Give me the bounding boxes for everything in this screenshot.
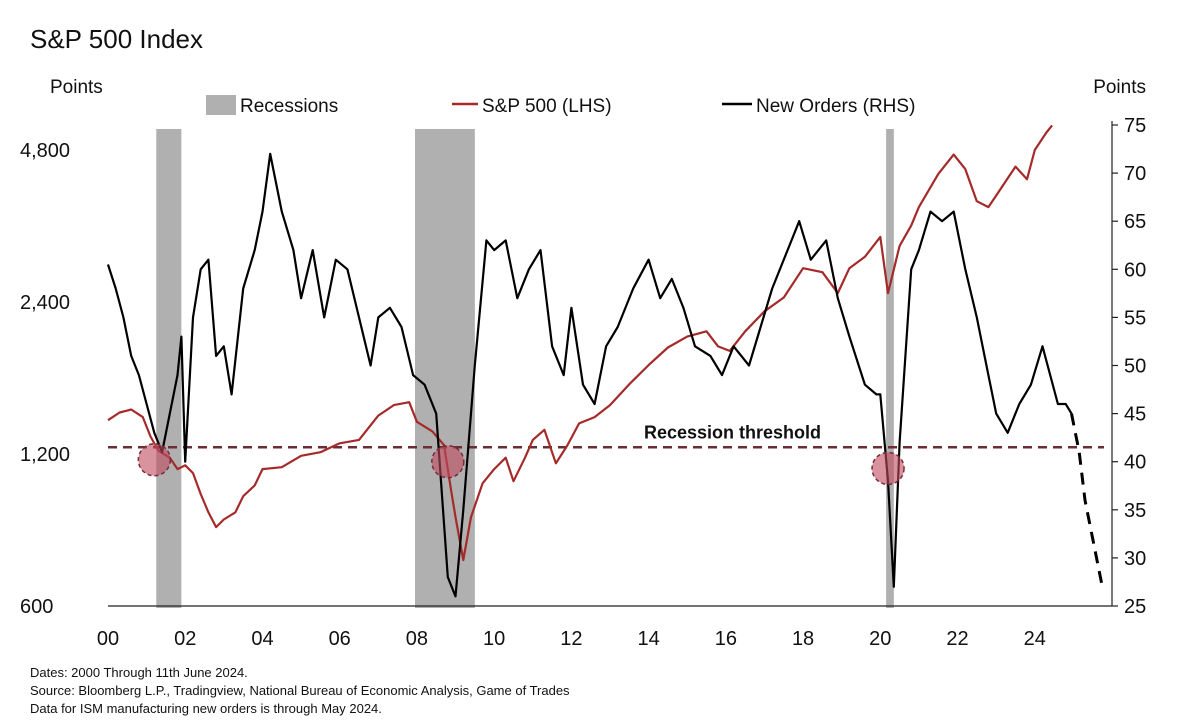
legend-sp500-label: S&P 500 (LHS) <box>482 96 612 117</box>
x-tick-label-00: 00 <box>97 628 119 650</box>
y-right-tick-label-45: 45 <box>1124 404 1146 426</box>
legend-recessions-label: Recessions <box>240 96 338 117</box>
recession-highlight-circle-2 <box>431 444 465 479</box>
x-tick-label-22: 22 <box>946 628 968 650</box>
x-tick-label-10: 10 <box>483 628 505 650</box>
x-tick-label-14: 14 <box>637 628 659 650</box>
legend: Recessions S&P 500 (LHS) New Orders (RHS… <box>206 95 915 117</box>
series-new-orders-line <box>106 152 1073 598</box>
y-axis-right-label: Points <box>1093 77 1146 98</box>
y-right-tick-label-70: 70 <box>1124 163 1146 185</box>
x-tick-label-12: 12 <box>560 628 582 650</box>
y-right-tick-label-35: 35 <box>1124 500 1146 522</box>
y-right-tick-label-60: 60 <box>1124 259 1146 281</box>
series-new-orders-projection <box>1070 413 1104 588</box>
y-right-tick-label-55: 55 <box>1124 307 1146 329</box>
y-axis-left-label: Points <box>50 77 103 98</box>
y-right-tick-label-40: 40 <box>1124 452 1146 474</box>
y-left-tick-label-1200: 1,200 <box>20 444 70 466</box>
footnote-dates: Dates: 2000 Through 11th June 2024. <box>30 665 248 680</box>
y-right-tick-label-30: 30 <box>1124 548 1146 570</box>
x-tick-label-02: 02 <box>174 628 196 650</box>
legend-new-orders-label: New Orders (RHS) <box>756 96 915 117</box>
chart-title: S&P 500 Index <box>30 24 203 54</box>
series-sp500-line <box>107 124 1053 562</box>
recession-highlight-circle-1 <box>137 443 172 477</box>
x-tick-label-18: 18 <box>792 628 814 650</box>
y-right-tick-label-25: 25 <box>1124 596 1146 618</box>
y-left-tick-label-2400: 2,400 <box>20 292 70 314</box>
recession-threshold-label: Recession threshold <box>644 422 821 442</box>
chart: S&P 500 Index Points Points Recessions S… <box>20 24 1146 650</box>
x-tick-label-04: 04 <box>251 628 273 650</box>
x-tick-label-24: 24 <box>1024 628 1046 650</box>
y-right-tick-label-65: 65 <box>1124 211 1146 233</box>
footnote-source: Source: Bloomberg L.P., Tradingview, Nat… <box>30 683 570 698</box>
recession-band-3 <box>886 129 894 608</box>
y-right-tick-label-75: 75 <box>1124 115 1146 137</box>
y-left-tick-label-600: 600 <box>20 596 53 618</box>
x-tick-label-06: 06 <box>329 628 351 650</box>
x-tick-label-16: 16 <box>715 628 737 650</box>
footnote-data-note: Data for ISM manufacturing new orders is… <box>30 701 382 716</box>
x-tick-label-20: 20 <box>869 628 891 650</box>
footnotes: Dates: 2000 Through 11th June 2024. Sour… <box>30 664 570 718</box>
y-left-tick-label-4800: 4,800 <box>20 140 70 162</box>
y-right-tick-label-50: 50 <box>1124 356 1146 378</box>
recession-highlight-circle-3 <box>871 451 905 486</box>
legend-recessions-swatch <box>206 95 236 115</box>
x-tick-label-08: 08 <box>406 628 428 650</box>
